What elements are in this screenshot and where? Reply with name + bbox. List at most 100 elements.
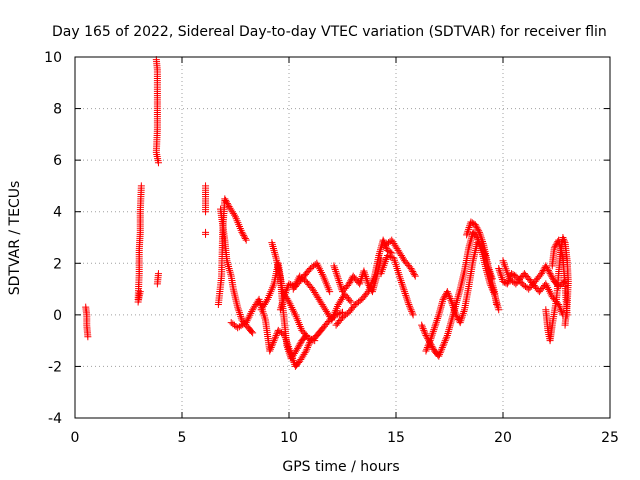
- data-point: [387, 253, 395, 261]
- data-point: [401, 289, 409, 297]
- data-point: [420, 326, 428, 334]
- data-point: [473, 239, 481, 247]
- data-point: [464, 227, 472, 235]
- data-point: [433, 316, 441, 324]
- data-point: [379, 236, 387, 244]
- y-tick-label: 6: [53, 153, 62, 169]
- data-point: [346, 278, 354, 286]
- data-point: [497, 272, 505, 280]
- data-point: [560, 237, 568, 245]
- data-point: [422, 347, 430, 355]
- data-point: [360, 267, 368, 275]
- data-point: [422, 331, 430, 339]
- data-point: [411, 272, 419, 280]
- data-point: [467, 218, 475, 226]
- data-point: [409, 311, 417, 319]
- data-point: [221, 195, 229, 203]
- data-point: [446, 324, 453, 332]
- data-point: [493, 300, 501, 308]
- data-point: [445, 326, 453, 334]
- data-point: [307, 335, 315, 343]
- data-point: [423, 344, 431, 352]
- data-point: [456, 287, 464, 295]
- plot-frame: [74, 56, 611, 419]
- data-point: [268, 342, 276, 350]
- data-point: [268, 239, 276, 247]
- data-point: [230, 211, 238, 219]
- data-point: [406, 302, 414, 310]
- data-point: [263, 297, 271, 305]
- data-point: [441, 292, 449, 300]
- data-point: [399, 282, 407, 290]
- data-point: [347, 298, 355, 306]
- data-point: [345, 280, 353, 288]
- data-point: [435, 309, 443, 317]
- data-point: [439, 295, 447, 303]
- data-point: [503, 280, 511, 288]
- data-point: [271, 248, 279, 256]
- data-point: [225, 263, 233, 271]
- data-point: [465, 242, 473, 250]
- data-point: [240, 231, 248, 239]
- data-point: [238, 228, 246, 236]
- data-point: [466, 240, 474, 248]
- data-point: [543, 263, 551, 271]
- data-point: [437, 303, 445, 311]
- data-point: [306, 335, 314, 343]
- data-point: [336, 280, 344, 288]
- x-axis-label: GPS time / hours: [282, 459, 399, 475]
- data-point: [438, 344, 446, 352]
- data-point: [436, 349, 444, 357]
- data-point: [295, 341, 303, 349]
- data-point: [268, 241, 276, 249]
- data-point: [271, 335, 279, 343]
- y-tick-label: -2: [48, 359, 62, 375]
- data-point: [311, 337, 319, 345]
- y-axis-label: SDTVAR / TECUs: [7, 181, 23, 296]
- data-point: [557, 307, 565, 315]
- data-point: [546, 270, 554, 278]
- data-point: [410, 271, 418, 279]
- data-point: [405, 301, 413, 309]
- data-point: [419, 325, 427, 333]
- data-point: [285, 280, 293, 288]
- y-tick-label: -4: [48, 411, 62, 427]
- data-point: [304, 342, 312, 350]
- data-point: [444, 328, 452, 336]
- data-point: [402, 291, 410, 299]
- data-point: [424, 342, 432, 350]
- data-point: [435, 311, 443, 319]
- data-point: [266, 345, 274, 353]
- data-point: [281, 290, 289, 298]
- data-point: [467, 236, 475, 244]
- data-point: [429, 329, 437, 337]
- data-point: [402, 293, 410, 301]
- data-point: [154, 159, 162, 167]
- data-point: [452, 311, 460, 319]
- data-point: [304, 344, 312, 352]
- data-point: [421, 328, 429, 336]
- data-point: [326, 288, 334, 296]
- data-point: [454, 293, 462, 301]
- data-point: [550, 244, 558, 252]
- x-tick-label: 10: [280, 430, 298, 446]
- data-point: [400, 286, 408, 294]
- data-point: [224, 261, 232, 269]
- data-point: [542, 262, 550, 270]
- data-point: [301, 349, 309, 357]
- data-point: [448, 316, 456, 324]
- data-point: [337, 309, 345, 317]
- data-point: [397, 277, 405, 285]
- data-point: [436, 305, 444, 313]
- data-point: [309, 336, 317, 344]
- data-point: [440, 294, 448, 302]
- data-point: [227, 270, 235, 278]
- data-point: [443, 333, 451, 341]
- grid-lines: [75, 57, 610, 418]
- data-point: [226, 268, 234, 276]
- data-point: [421, 330, 429, 338]
- data-point: [334, 273, 342, 281]
- data-point: [272, 331, 280, 339]
- data-point: [435, 352, 443, 360]
- x-tick-label: 25: [601, 430, 619, 446]
